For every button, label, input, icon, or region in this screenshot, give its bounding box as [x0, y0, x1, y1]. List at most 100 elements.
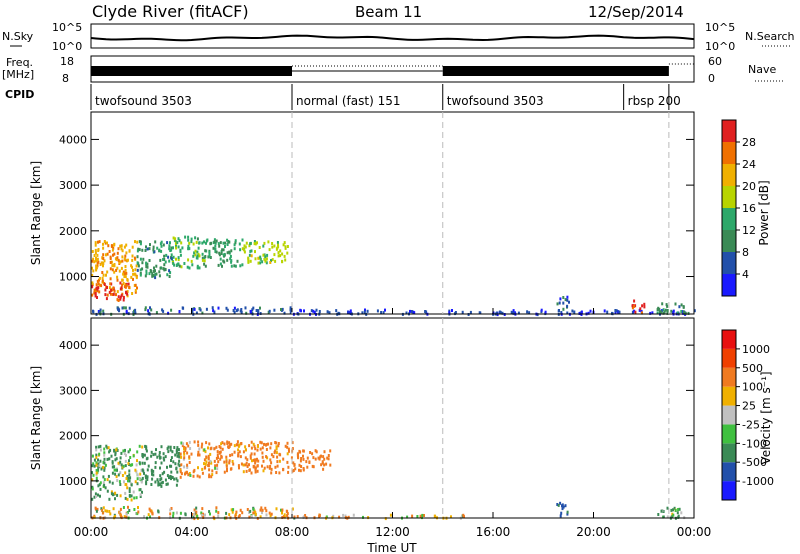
data-cell: [261, 464, 263, 468]
data-cell: [262, 244, 265, 248]
x-tick-labels: 00:00 04:00 08:00 12:00 16:00 20:00 00:00: [74, 525, 712, 539]
velocity-colorbar: 1000 500 100 25 -25 -100 -500 -1000: [721, 329, 774, 501]
data-cell: [197, 440, 200, 444]
data-cell: [132, 268, 134, 272]
data-cell: [219, 457, 222, 461]
data-cell: [137, 247, 140, 251]
data-cell: [134, 268, 137, 272]
data-cell: [196, 254, 199, 258]
data-cell: [564, 504, 567, 508]
data-cell: [176, 470, 179, 474]
data-cell: [321, 461, 324, 465]
data-cell: [253, 242, 256, 246]
data-cell: [178, 459, 181, 463]
data-cell: [108, 457, 111, 461]
data-cell: [155, 272, 158, 276]
data-cell: [175, 246, 178, 250]
data-cell: [136, 459, 138, 463]
data-cell: [214, 241, 217, 245]
freq-bars: [91, 63, 694, 76]
data-cell: [150, 468, 153, 472]
data-cell: [495, 311, 498, 315]
data-cell: [677, 515, 680, 519]
data-cell: [187, 444, 190, 448]
data-cell: [249, 310, 252, 314]
data-cell: [238, 514, 241, 517]
data-cell: [124, 483, 127, 486]
data-cell: [166, 241, 169, 245]
x-tick-label: 04:00: [174, 525, 209, 539]
data-cell: [91, 281, 94, 285]
data-cell: [662, 311, 665, 315]
data-cell: [638, 308, 641, 312]
data-cell: [114, 497, 116, 501]
colorbar-tick-label: 4: [742, 268, 749, 281]
data-cell: [91, 454, 94, 458]
data-cell: [304, 514, 307, 517]
data-cell: [286, 245, 289, 248]
data-cell: [277, 243, 279, 247]
data-cell: [250, 446, 253, 450]
data-cell: [91, 266, 93, 270]
data-cell: [125, 291, 127, 295]
nave-label: Nave: [748, 63, 776, 76]
data-cell: [159, 478, 162, 482]
colorbar-swatch: [722, 274, 736, 296]
data-cell: [136, 286, 138, 290]
data-cell: [284, 246, 287, 250]
data-cell: [389, 513, 392, 517]
data-cell: [293, 515, 296, 519]
data-cell: [223, 442, 226, 446]
data-cell: [197, 453, 199, 457]
data-cell: [257, 261, 260, 265]
data-cell: [634, 310, 637, 314]
data-cell: [259, 255, 262, 259]
data-cell: [243, 248, 246, 252]
data-cell: [233, 450, 236, 454]
colorbar-swatch: [722, 462, 736, 482]
data-cell: [144, 249, 147, 252]
data-cell: [211, 469, 214, 473]
data-cell: [145, 480, 148, 484]
data-cell: [232, 309, 235, 312]
freq-label: Freq.: [6, 56, 33, 69]
data-cell: [208, 473, 211, 477]
data-cell: [141, 490, 143, 494]
data-cell: [99, 459, 102, 463]
data-cell: [146, 468, 149, 472]
data-cell: [92, 257, 95, 261]
data-cell: [284, 245, 287, 249]
power-data: [91, 235, 696, 317]
nsky-trace: [90, 34, 695, 42]
data-cell: [209, 512, 211, 516]
data-cell: [180, 463, 183, 467]
data-cell: [96, 289, 99, 293]
data-cell: [154, 273, 157, 276]
data-cell: [101, 271, 104, 274]
data-cell: [167, 450, 170, 454]
data-cell: [270, 471, 273, 475]
data-cell: [283, 513, 286, 517]
data-cell: [187, 244, 190, 248]
data-cell: [253, 458, 255, 462]
data-cell: [213, 238, 216, 242]
data-cell: [618, 310, 621, 314]
data-cell: [226, 238, 229, 242]
data-cell: [171, 476, 174, 479]
data-cell: [124, 306, 127, 310]
data-cell: [109, 512, 112, 516]
data-cell: [136, 473, 139, 477]
data-cell: [117, 473, 120, 477]
data-cell: [250, 471, 253, 475]
data-cell: [204, 264, 207, 268]
data-cell: [204, 462, 207, 466]
data-cell: [256, 458, 258, 462]
y-tick-label: 2000: [59, 430, 87, 443]
data-cell: [115, 268, 118, 272]
data-cell: [214, 250, 217, 253]
data-cell: [93, 291, 96, 295]
data-cell: [174, 453, 177, 457]
data-cell: [193, 508, 196, 512]
data-cell: [119, 297, 122, 301]
data-cell: [606, 310, 609, 314]
